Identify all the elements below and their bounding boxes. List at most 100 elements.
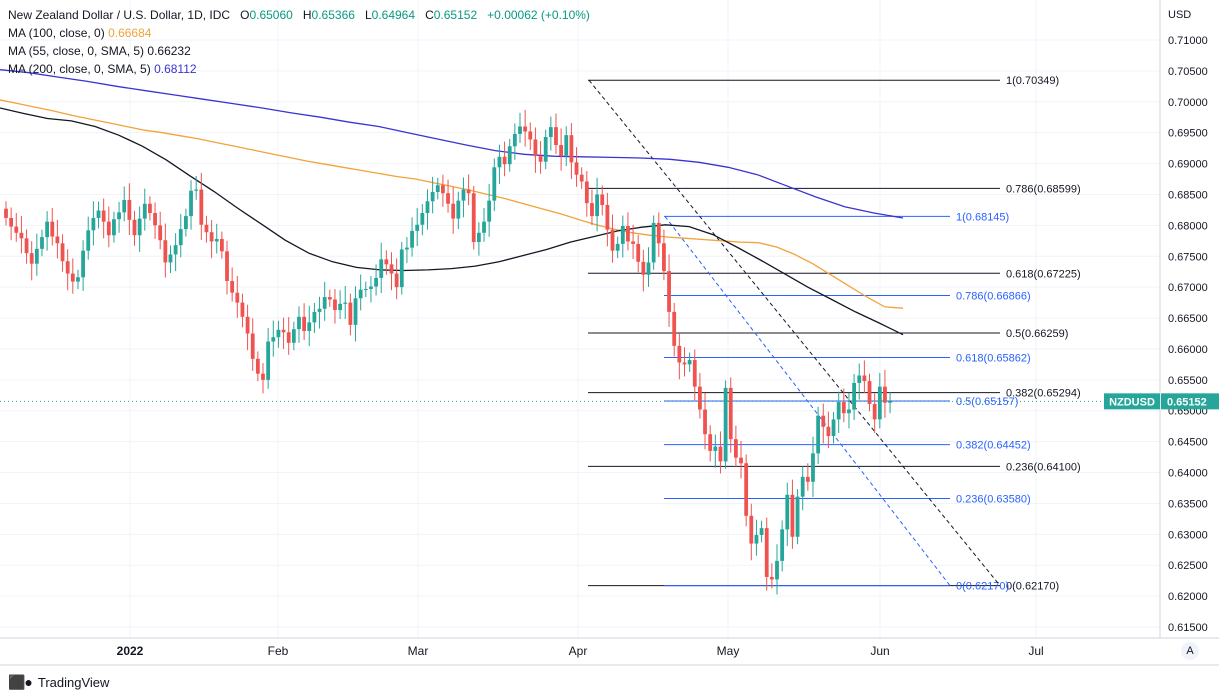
- candle-body: [199, 189, 204, 225]
- fib-black-label: 0.786(0.68599): [1006, 183, 1081, 195]
- candle-body: [749, 515, 754, 544]
- candle-body: [723, 387, 728, 462]
- candle-body: [631, 241, 635, 244]
- candle-body: [651, 222, 656, 263]
- candle-body: [430, 192, 435, 202]
- candlestick-series: [4, 109, 892, 595]
- candle-body: [703, 409, 707, 435]
- y-tick-label: 0.70500: [1168, 66, 1208, 78]
- candle-body: [148, 203, 152, 214]
- candle-body: [775, 560, 779, 580]
- candle-body: [158, 225, 163, 241]
- open-label: O: [240, 8, 250, 22]
- candle-body: [739, 457, 743, 464]
- candle-body: [405, 247, 409, 250]
- y-tick-label: 0.64000: [1168, 468, 1208, 480]
- candle-body: [826, 426, 831, 437]
- x-tick-label: Apr: [569, 644, 588, 658]
- y-tick-label: 0.62000: [1168, 591, 1208, 603]
- tradingview-footer[interactable]: ⬛● TradingView: [8, 674, 109, 691]
- candle-body: [379, 259, 384, 278]
- candle-body: [667, 271, 671, 312]
- candle-body: [877, 386, 882, 420]
- y-tick-label: 0.69500: [1168, 128, 1208, 140]
- symbol-badge-bg: [1104, 393, 1160, 410]
- candle-body: [297, 316, 301, 330]
- candle-body: [353, 298, 358, 325]
- candle-body: [636, 243, 641, 262]
- candle-body: [811, 453, 815, 482]
- y-tick-label: 0.66000: [1168, 344, 1208, 356]
- candle-body: [466, 189, 471, 194]
- candle-body: [605, 204, 610, 230]
- last-price-badge-bg: [1161, 393, 1219, 410]
- candle-body: [399, 249, 404, 288]
- ma55-label: MA (55, close, 0, SMA, 5): [8, 44, 145, 58]
- candle-body: [55, 236, 60, 244]
- candle-body: [497, 156, 502, 168]
- candle-body: [656, 222, 661, 244]
- y-tick-label: 0.64500: [1168, 437, 1208, 449]
- x-tick-label: May: [717, 644, 740, 658]
- candle-body: [728, 387, 733, 440]
- candle-body: [127, 200, 132, 220]
- candle-body: [338, 303, 342, 311]
- fib-black-label: 0.382(0.65294): [1006, 388, 1081, 400]
- candle-body: [867, 381, 872, 404]
- y-tick-label: 0.66500: [1168, 313, 1208, 325]
- candle-body: [790, 494, 795, 537]
- candle-body: [831, 419, 836, 437]
- last-price-badge: 0.65152: [1167, 396, 1207, 408]
- candle-body: [451, 203, 456, 219]
- y-tick-label: 0.61500: [1168, 622, 1208, 634]
- fib-blue-trendline: [664, 216, 951, 586]
- candle-body: [600, 194, 605, 205]
- candle-body: [456, 200, 461, 219]
- candle-body: [4, 208, 8, 218]
- fib-blue-label: 0.5(0.65157): [956, 396, 1018, 408]
- candle-body: [106, 221, 111, 236]
- ma200-row[interactable]: MA (200, close, 0, SMA, 5) 0.68112: [8, 60, 590, 78]
- candle-body: [261, 373, 265, 380]
- candle-body: [590, 203, 594, 217]
- candle-body: [219, 238, 224, 252]
- candle-body: [641, 261, 646, 275]
- fib-blue-label: 0.786(0.66866): [956, 290, 1031, 302]
- candle-body: [374, 277, 378, 287]
- candle-body: [487, 200, 492, 222]
- fib-blue-label: 0(0.62170): [956, 581, 1009, 593]
- candle-body: [112, 219, 116, 236]
- candle-body: [86, 230, 91, 251]
- candle-body: [302, 316, 307, 332]
- price-axis: 0.71000 0.70500 0.70000 0.69500 0.69000 0.685…: [0, 0, 1219, 666]
- candle-body: [132, 219, 137, 236]
- fib-blue-label: 1(0.68145): [956, 211, 1009, 223]
- candle-body: [322, 297, 327, 309]
- candle-body: [312, 311, 317, 323]
- candle-body: [420, 213, 425, 225]
- y-tick-label: 0.62500: [1168, 560, 1208, 572]
- symbol-title: New Zealand Dollar / U.S. Dollar, 1D, ID…: [8, 8, 231, 22]
- candle-body: [435, 185, 440, 193]
- ma100-label: MA (100, close, 0): [8, 26, 105, 40]
- candle-body: [518, 126, 522, 134]
- candle-body: [317, 308, 322, 312]
- ma100-row[interactable]: MA (100, close, 0) 0.66684: [8, 24, 590, 42]
- candle-body: [29, 253, 34, 264]
- candle-body: [764, 528, 769, 577]
- candle-body: [281, 329, 286, 333]
- candle-body: [888, 401, 892, 403]
- candle-body: [446, 193, 450, 204]
- brand-name: TradingView: [37, 675, 110, 690]
- candle-body: [276, 329, 281, 338]
- candle-body: [24, 238, 29, 254]
- candle-body: [230, 280, 235, 293]
- ma55-row[interactable]: MA (55, close, 0, SMA, 5) 0.66232: [8, 42, 590, 60]
- chart-legend: New Zealand Dollar / U.S. Dollar, 1D, ID…: [8, 6, 590, 78]
- high-value: 0.65366: [311, 8, 355, 22]
- candle-body: [461, 189, 466, 201]
- moving-averages: [0, 69, 904, 336]
- auto-scale-button[interactable]: A: [1181, 642, 1199, 660]
- candle-body: [101, 210, 106, 222]
